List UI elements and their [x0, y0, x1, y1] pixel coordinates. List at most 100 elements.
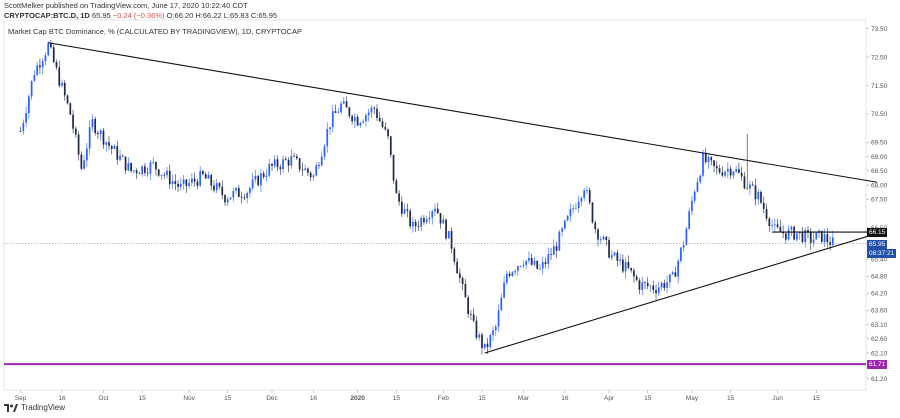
candle-body: [489, 335, 492, 348]
candle-body: [179, 183, 182, 187]
y-tick-label: 61.20: [871, 376, 888, 383]
candle-body: [704, 152, 707, 163]
candle-body: [470, 314, 472, 315]
candle-body: [779, 226, 782, 232]
candle-body: [674, 272, 677, 277]
candle-body: [785, 233, 787, 240]
candle-body: [472, 314, 475, 321]
candle-body: [597, 229, 599, 240]
candle-body: [508, 273, 511, 276]
trendline-descending-resistance: [48, 42, 878, 183]
candle-body: [646, 282, 649, 287]
candle-body: [525, 260, 528, 265]
candle-body: [52, 47, 55, 63]
resistance-price-tag: 66.15: [867, 227, 888, 237]
candle-body: [359, 122, 362, 126]
candle-body: [691, 200, 693, 212]
candle-body: [481, 334, 483, 349]
candle-body: [276, 159, 279, 168]
candle-body: [318, 165, 320, 167]
candle-body: [55, 62, 58, 68]
candle-body: [552, 246, 555, 255]
candle-body: [624, 261, 627, 272]
candle-body: [743, 176, 746, 189]
candle-body: [36, 65, 39, 76]
y-tick-label: 68.00: [871, 182, 888, 189]
candle-body: [492, 330, 494, 336]
candle-body: [63, 82, 66, 96]
candle-body: [210, 174, 213, 186]
candle-body: [229, 197, 232, 200]
candle-body: [61, 82, 63, 86]
candle-body: [406, 209, 409, 211]
candle-body: [99, 130, 102, 135]
x-tick-label: 15: [727, 395, 735, 402]
candle-body: [693, 191, 696, 201]
candle-body: [94, 118, 97, 134]
candle-body: [732, 171, 735, 176]
candle-body: [801, 231, 804, 243]
y-tick-label: 63.10: [871, 322, 888, 329]
candle-body: [262, 173, 265, 177]
candle-body: [88, 127, 91, 149]
candle-body: [110, 145, 113, 149]
candle-body: [202, 170, 204, 175]
candle-body: [738, 169, 740, 173]
candle-body: [530, 258, 533, 265]
candle-body: [384, 127, 387, 130]
candle-body: [265, 175, 268, 177]
candle-body: [630, 267, 633, 271]
candle-body: [478, 334, 481, 338]
candle-body: [320, 156, 323, 166]
plot-frame: [3, 19, 867, 391]
candle-body: [464, 283, 467, 298]
candle-body: [428, 217, 431, 220]
candle-body: [550, 254, 552, 255]
candle-body: [740, 172, 743, 177]
candle-body: [345, 101, 348, 108]
candle-body: [315, 165, 318, 176]
y-tick-label: 67.50: [871, 197, 888, 204]
candle-body: [812, 239, 815, 243]
y-tick-label: 65.40: [871, 256, 888, 263]
candle-body: [727, 168, 729, 172]
candle-body: [378, 117, 381, 122]
candle-body: [809, 232, 812, 243]
candle-body: [668, 274, 671, 283]
candle-body: [588, 190, 591, 203]
candle-body: [497, 310, 500, 327]
candle-body: [447, 231, 450, 239]
candle-body: [144, 166, 146, 173]
candle-body: [749, 184, 751, 189]
candle-body: [815, 232, 818, 240]
candle-body: [25, 113, 27, 123]
candle-body: [174, 181, 177, 184]
candle-body: [511, 272, 514, 276]
candle-body: [831, 237, 834, 246]
tradingview-logo[interactable]: TradingView: [4, 403, 65, 412]
candle-body: [224, 195, 226, 203]
candle-body: [240, 196, 243, 198]
candle-body: [141, 166, 143, 174]
candle-body: [152, 162, 155, 163]
candle-body: [699, 175, 702, 182]
candle-body: [796, 233, 798, 240]
candle-body: [517, 266, 519, 271]
x-tick-label: 15: [813, 395, 821, 402]
candle-body: [293, 155, 295, 157]
candle-body: [337, 112, 340, 114]
symbol-label[interactable]: CRYPTOCAP:BTC.D, 1D: [4, 11, 90, 20]
candle-body: [638, 280, 641, 290]
candle-body: [160, 174, 163, 176]
candle-body: [602, 236, 605, 240]
candle-body: [97, 133, 99, 135]
candle-body: [398, 193, 400, 202]
candle-body: [793, 226, 796, 240]
candle-body: [86, 148, 88, 161]
candle-body: [298, 158, 301, 170]
chart-title: Market Cap BTC Dominance, % (CALCULATED …: [8, 27, 302, 36]
candle-body: [296, 156, 298, 159]
candle-body: [207, 174, 210, 179]
candle-body: [331, 111, 334, 128]
